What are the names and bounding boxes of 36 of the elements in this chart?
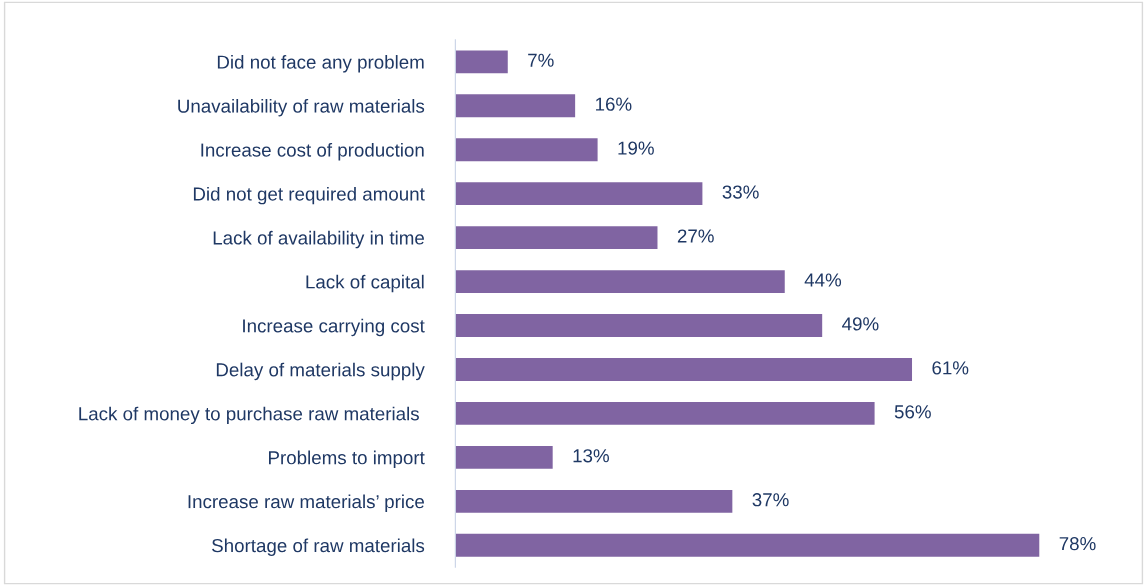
y-tick-label: Lack of availability in time [213,230,424,249]
y-tick-label: Increase cost of production [201,142,424,161]
y-tick-label: Unavailability of raw materials [178,98,425,117]
data-label: 33% [722,185,759,199]
bar [455,489,733,513]
bar [455,226,658,250]
data-label: 16% [596,97,632,111]
y-tick-label: Shortage of raw materials [212,538,425,556]
bar [455,182,703,206]
bar [455,445,553,469]
bar [455,138,598,162]
y-tick-label: Increase carrying cost [243,318,425,337]
data-label: 27% [677,229,714,243]
bar [455,533,1040,557]
y-tick-label: Did not get required amount [193,186,425,205]
y-tick-label: Lack of capital [306,274,424,293]
data-label: 49% [842,317,879,331]
bar [455,50,508,74]
data-label: 13% [573,449,609,463]
bar [455,314,823,337]
data-label: 78% [1059,537,1096,551]
data-label: 44% [804,273,842,287]
data-label: 61% [932,361,969,375]
y-tick-label: Delay of materials supply [216,362,425,381]
bar [455,94,576,118]
y-tick-label: Lack of money to purchase raw materials [79,406,419,425]
data-label: 7% [528,53,554,67]
bar [455,270,785,293]
y-tick-label: Problems to import [269,450,425,469]
data-label: 37% [752,493,789,507]
bar [455,402,875,425]
bar [455,358,913,381]
data-label: 56% [894,405,931,419]
data-label: 19% [618,141,654,155]
y-tick-label: Increase raw materials’ price [188,494,424,513]
y-tick-label: Did not face any problem [217,55,424,73]
